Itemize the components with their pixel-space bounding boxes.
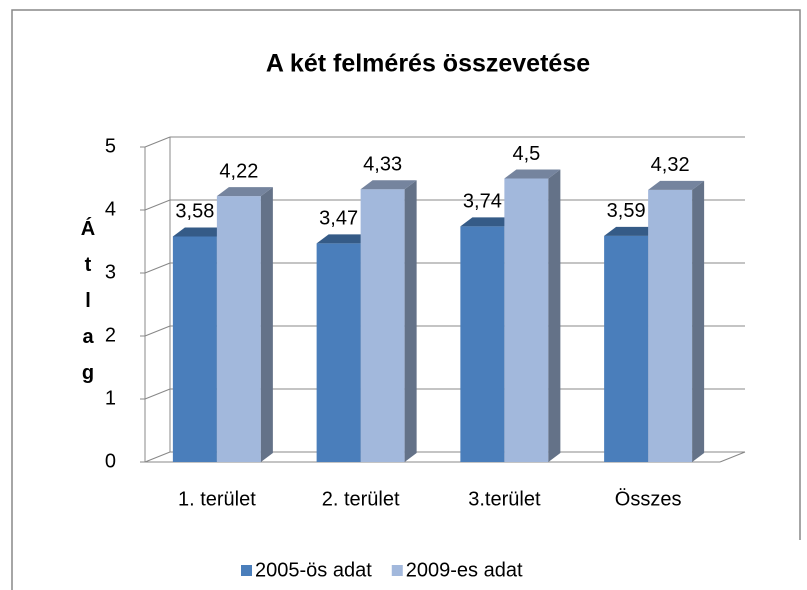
grid-line bbox=[144, 262, 171, 274]
bar-top bbox=[316, 234, 373, 244]
data-label: 4,33 bbox=[363, 153, 402, 175]
y-tick-label: 2 bbox=[105, 324, 116, 346]
data-label: 4,5 bbox=[512, 143, 540, 165]
y-tick-label: 4 bbox=[105, 198, 116, 220]
y-tick-label: 1 bbox=[105, 387, 116, 409]
grid-line bbox=[144, 199, 171, 211]
data-label: 3,74 bbox=[463, 191, 502, 213]
bar-top bbox=[172, 227, 229, 237]
y-tick-label: 3 bbox=[105, 261, 116, 283]
data-label: 3,58 bbox=[175, 201, 214, 223]
grid-line bbox=[144, 325, 171, 337]
bar-top bbox=[360, 180, 417, 190]
bar-top bbox=[216, 187, 273, 197]
data-label: 3,59 bbox=[607, 200, 646, 222]
legend-swatch bbox=[241, 565, 252, 576]
bar bbox=[316, 243, 361, 462]
legend-label: 2005-ös adat bbox=[255, 559, 372, 581]
x-tick-label: 2. terület bbox=[322, 488, 400, 510]
y-axis-title: Átlag bbox=[77, 217, 99, 398]
grid-line bbox=[144, 388, 171, 400]
bar bbox=[648, 189, 693, 462]
bar bbox=[216, 196, 261, 462]
data-label: 3,47 bbox=[319, 208, 358, 230]
y-tick-label: 5 bbox=[105, 135, 116, 157]
x-tick-label: Összes bbox=[615, 488, 682, 510]
bar-side bbox=[260, 187, 273, 462]
legend-label: 2009-es adat bbox=[406, 559, 523, 581]
y-tick-label: 0 bbox=[105, 450, 116, 472]
grid-line bbox=[144, 451, 171, 463]
bar-side bbox=[692, 180, 705, 462]
chart-title: A két felmérés összevetése bbox=[266, 50, 590, 78]
bar bbox=[172, 236, 217, 462]
chart-frame bbox=[11, 9, 801, 590]
bar-top bbox=[604, 226, 661, 236]
bar bbox=[360, 189, 405, 462]
x-tick-label: 3.terület bbox=[468, 488, 541, 510]
x-tick-label: 1. terület bbox=[178, 488, 256, 510]
data-label: 4,32 bbox=[651, 154, 690, 176]
bar bbox=[460, 226, 505, 462]
bar-top bbox=[504, 169, 561, 179]
grid-line bbox=[144, 136, 171, 148]
legend-swatch bbox=[391, 565, 403, 576]
bar-side bbox=[548, 169, 561, 462]
bar-top bbox=[648, 180, 705, 190]
bar bbox=[504, 178, 549, 462]
bar-side bbox=[404, 180, 417, 462]
bar bbox=[604, 235, 649, 462]
x-axis bbox=[719, 451, 746, 463]
bar-top bbox=[460, 217, 517, 227]
data-label: 4,22 bbox=[219, 160, 258, 182]
